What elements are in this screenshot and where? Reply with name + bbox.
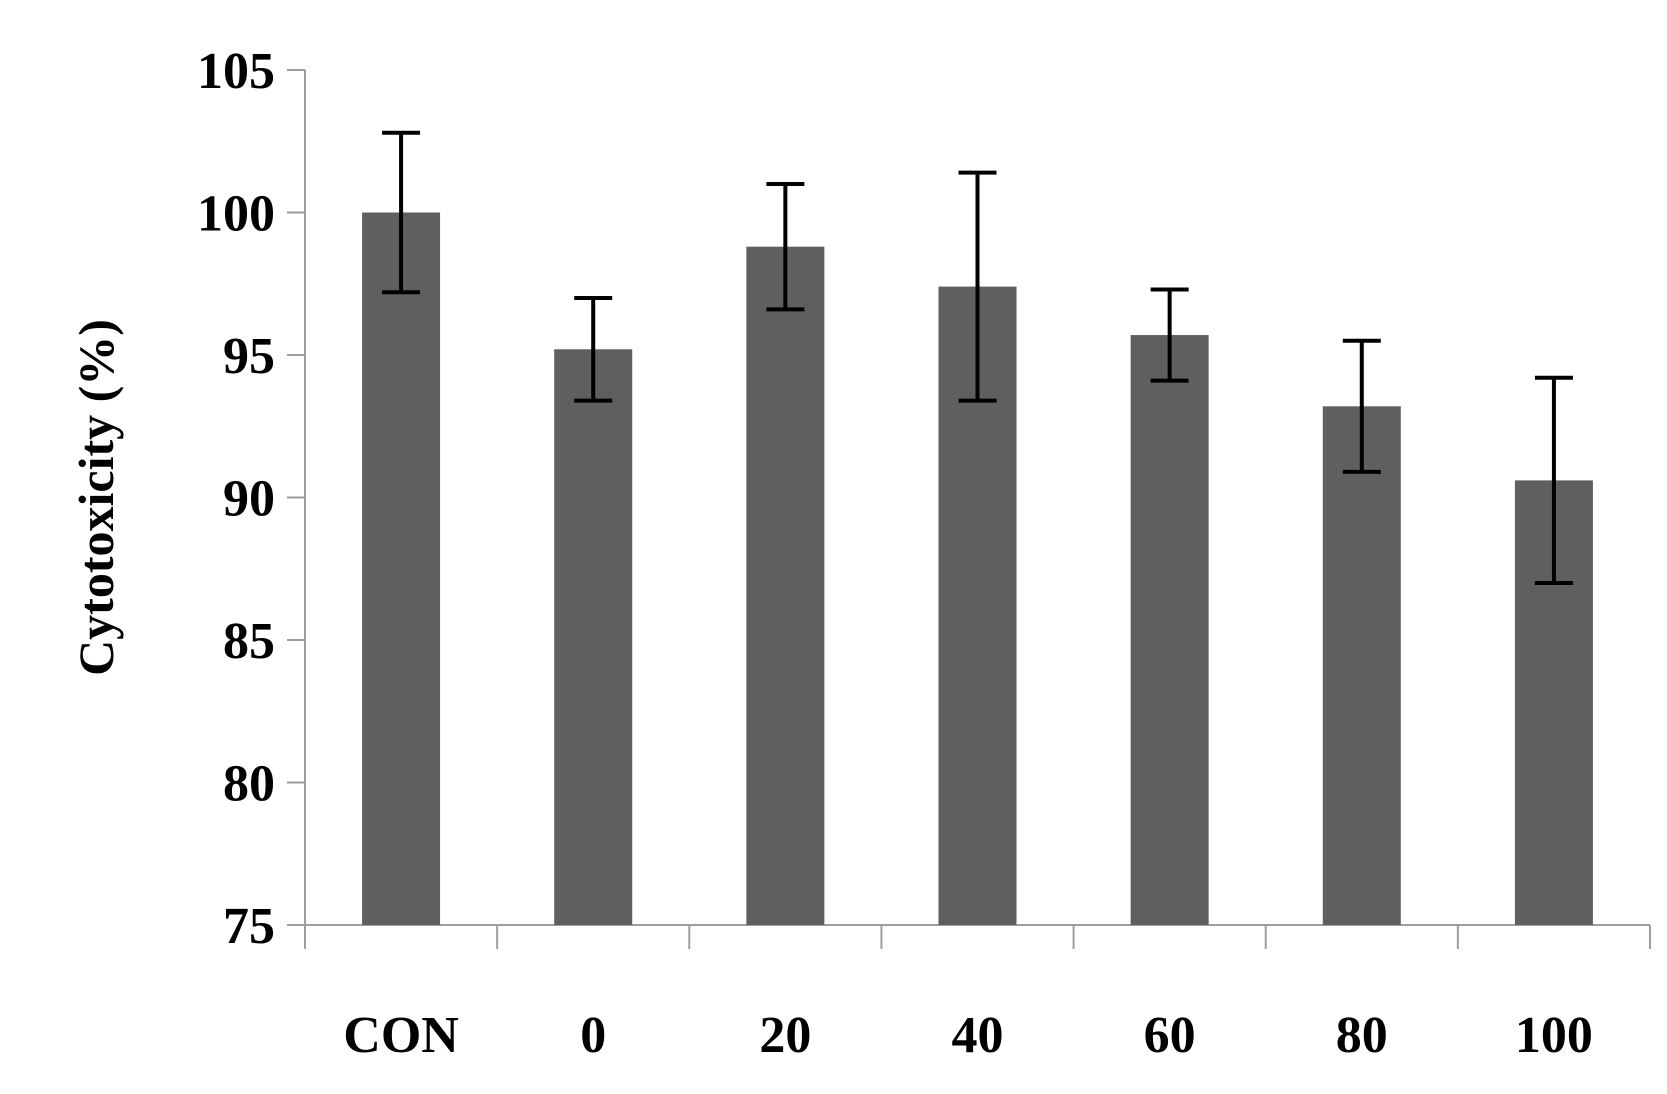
error-bar-100 <box>1534 375 1573 585</box>
error-bar-20 <box>766 182 805 312</box>
bar-CON <box>362 212 441 925</box>
error-bar-60 <box>1150 287 1189 383</box>
y-tick-label: 95 <box>223 328 275 385</box>
error-bar-CON <box>382 130 421 295</box>
x-category-label: 80 <box>1336 1007 1388 1064</box>
y-axis: 75 80 85 90 95 100 105 <box>197 43 306 955</box>
y-tick-label: 85 <box>223 613 275 670</box>
x-category-label: CON <box>343 1007 459 1064</box>
error-bars <box>382 130 1573 585</box>
bar-60 <box>1130 335 1209 925</box>
y-tick-label: 100 <box>197 186 275 243</box>
error-bar-40 <box>958 170 997 403</box>
x-axis: CON 0 20 40 60 80 100 <box>304 924 1651 1064</box>
y-tick-label: 90 <box>223 471 275 528</box>
x-category-label: 100 <box>1515 1007 1593 1064</box>
y-axis-title: Cytotoxicity (%) <box>68 319 124 676</box>
y-tick-label: 75 <box>223 898 275 955</box>
bar-20 <box>746 246 825 925</box>
bars <box>362 212 1593 926</box>
error-bar-80 <box>1342 338 1381 474</box>
x-category-label: 0 <box>580 1007 606 1064</box>
y-tick-label: 80 <box>223 756 275 813</box>
y-tick-label: 105 <box>197 43 275 100</box>
x-category-label: 20 <box>759 1007 811 1064</box>
bar-0 <box>554 349 633 925</box>
error-bar-0 <box>574 296 613 403</box>
x-category-label: 60 <box>1144 1007 1196 1064</box>
bar-80 <box>1322 406 1401 925</box>
x-category-label: 40 <box>952 1007 1004 1064</box>
